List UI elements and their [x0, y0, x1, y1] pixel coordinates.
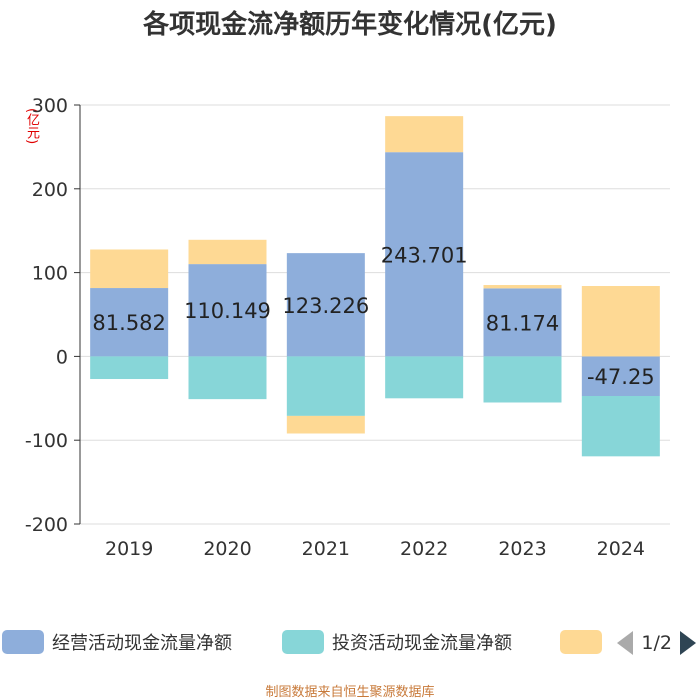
data-labels: 81.582 110.149 123.226 243.701 81.174 -47.25	[92, 243, 654, 389]
legend-swatch-investing	[282, 630, 324, 654]
source-note: 制图数据来自恒生聚源数据库	[265, 685, 435, 700]
data-label-2020: 110.149	[184, 299, 271, 323]
prev-page-icon[interactable]	[617, 631, 634, 655]
bar-segment-s2-2019[interactable]	[90, 249, 169, 289]
bar-segment-s2-2024[interactable]	[581, 286, 660, 357]
bar-segment-s2-2022[interactable]	[385, 116, 464, 153]
x-tick-label-2019: 2019	[105, 538, 153, 560]
legend-label-operating: 经营活动现金流量净额	[52, 633, 232, 654]
data-label-2021: 123.226	[282, 294, 369, 318]
legend-item-financing[interactable]	[560, 628, 602, 656]
data-label-2024: -47.25	[587, 365, 655, 389]
x-tick-label-2021: 2021	[302, 538, 350, 560]
x-tick-label-2023: 2023	[498, 538, 546, 560]
legend-swatch-operating	[2, 630, 44, 654]
bar-segment-s1-2021[interactable]	[286, 356, 365, 416]
legend-item-operating[interactable]: 经营活动现金流量净额	[2, 628, 232, 656]
bar-segment-s1-2019[interactable]	[90, 356, 169, 380]
bars	[90, 116, 660, 457]
bar-segment-s0-2019[interactable]	[90, 288, 169, 357]
bar-segment-s0-2023[interactable]	[483, 288, 562, 357]
bar-segment-s0-2021[interactable]	[286, 253, 365, 357]
page-indicator: 1/2	[641, 632, 672, 654]
legend-pager: 1/2	[617, 630, 696, 656]
bar-segment-s1-2020[interactable]	[188, 356, 267, 400]
x-tick-label-2020: 2020	[203, 538, 251, 560]
axes: -200 -100 0 100 200 300 2019 2020 2021 2022 2023 20…	[25, 95, 645, 560]
x-tick-label-2022: 2022	[400, 538, 448, 560]
y-tick-label: 200	[32, 179, 68, 201]
bar-segment-s0-2024[interactable]	[581, 356, 660, 396]
y-tick-label: 100	[32, 263, 68, 285]
x-tick-label-2024: 2024	[597, 538, 645, 560]
bar-segment-s2-2023[interactable]	[483, 285, 562, 289]
data-label-2023: 81.174	[486, 311, 559, 335]
chart-title: 各项现金流净额历年变化情况(亿元)	[143, 10, 557, 40]
bar-segment-s1-2023[interactable]	[483, 356, 562, 403]
legend-label-investing: 投资活动现金流量净额	[332, 633, 512, 654]
bar-segment-s0-2020[interactable]	[188, 264, 267, 357]
y-tick-label: 300	[32, 95, 68, 117]
data-label-2022: 243.701	[381, 243, 468, 267]
bar-segment-s1-2024[interactable]	[581, 395, 660, 457]
bar-segment-s2-2020[interactable]	[188, 239, 267, 265]
y-tick-label: -200	[25, 514, 68, 536]
gridlines	[80, 104, 670, 525]
bar-chart: 81.582 110.149 123.226243.70181.174-47.25 …	[25, 95, 670, 560]
y-tick-label: 0	[56, 346, 68, 368]
next-page-icon[interactable]	[680, 631, 696, 655]
bar-segment-s0-2022[interactable]	[385, 152, 464, 357]
data-label-2019: 81.582	[92, 311, 165, 335]
bar-segment-s1-2022[interactable]	[385, 356, 464, 399]
legend-item-investing[interactable]: 投资活动现金流量净额	[282, 628, 512, 656]
legend: 经营活动现金流量净额 投资活动现金流量净额 1/2	[0, 622, 700, 662]
y-tick-label: -100	[25, 430, 68, 452]
y-axis-unit: (亿元)	[24, 108, 39, 145]
legend-swatch-financing	[560, 630, 602, 654]
bar-segment-s2-2021[interactable]	[286, 415, 365, 434]
